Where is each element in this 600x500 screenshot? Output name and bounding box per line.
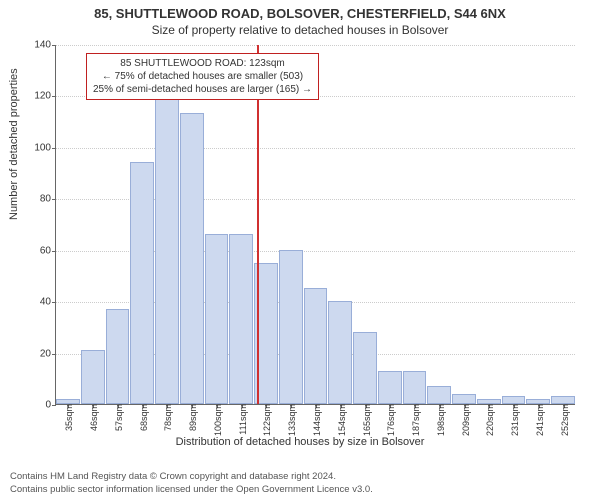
footer-attribution: Contains HM Land Registry data © Crown c… (10, 471, 373, 496)
gridline (56, 148, 575, 149)
histogram-bar (403, 371, 427, 404)
ytick-label: 80 (40, 194, 56, 205)
xtick-label: 187sqm (409, 404, 421, 436)
xtick-label: 111sqm (236, 404, 248, 435)
histogram-bar (279, 250, 303, 404)
ytick-label: 40 (40, 297, 56, 308)
xtick-label: 46sqm (87, 404, 99, 431)
histogram-bar (304, 288, 328, 404)
xtick-label: 122sqm (260, 404, 272, 436)
footer-line2: Contains public sector information licen… (10, 484, 373, 496)
plot-region: 02040608010012014035sqm46sqm57sqm68sqm78… (55, 45, 575, 405)
histogram-bar (130, 162, 154, 404)
xtick-label: 144sqm (310, 404, 322, 436)
ytick-label: 120 (34, 91, 56, 102)
histogram-bar (180, 113, 204, 404)
histogram-bar (502, 396, 526, 404)
histogram-bar (452, 394, 476, 404)
ytick-label: 100 (34, 142, 56, 153)
xtick-label: 198sqm (434, 404, 446, 436)
xtick-label: 57sqm (112, 404, 124, 431)
xtick-label: 176sqm (384, 404, 396, 436)
xtick-label: 78sqm (161, 404, 173, 431)
xtick-label: 220sqm (483, 404, 495, 436)
histogram-bar (106, 309, 130, 404)
histogram-bar (229, 234, 253, 404)
histogram-bar (155, 95, 179, 404)
histogram-bar (427, 386, 451, 404)
ytick-label: 60 (40, 245, 56, 256)
xtick-label: 100sqm (211, 404, 223, 436)
annotation-line: 85 SHUTTLEWOOD ROAD: 123sqm (93, 57, 312, 70)
xtick-label: 252sqm (558, 404, 570, 436)
xtick-label: 68sqm (137, 404, 149, 431)
xtick-label: 231sqm (508, 404, 520, 436)
gridline (56, 45, 575, 46)
ytick-label: 0 (45, 400, 56, 411)
xtick-label: 209sqm (459, 404, 471, 436)
x-axis-label: Distribution of detached houses by size … (0, 436, 600, 448)
histogram-bar (81, 350, 105, 404)
chart-plot-area: 02040608010012014035sqm46sqm57sqm68sqm78… (55, 45, 575, 405)
xtick-label: 133sqm (285, 404, 297, 436)
histogram-bar (378, 371, 402, 404)
annotation-line: 25% of semi-detached houses are larger (… (93, 83, 312, 96)
footer-line1: Contains HM Land Registry data © Crown c… (10, 471, 373, 483)
annotation-box: 85 SHUTTLEWOOD ROAD: 123sqm← 75% of deta… (86, 53, 319, 100)
xtick-label: 35sqm (62, 404, 74, 431)
chart-container: 85, SHUTTLEWOOD ROAD, BOLSOVER, CHESTERF… (0, 0, 600, 500)
xtick-label: 165sqm (360, 404, 372, 436)
ytick-label: 20 (40, 348, 56, 359)
xtick-label: 241sqm (533, 404, 545, 436)
chart-subtitle: Size of property relative to detached ho… (0, 21, 600, 37)
histogram-bar (328, 301, 352, 404)
histogram-bar (205, 234, 229, 404)
histogram-bar (353, 332, 377, 404)
chart-title-address: 85, SHUTTLEWOOD ROAD, BOLSOVER, CHESTERF… (0, 0, 600, 21)
xtick-label: 89sqm (186, 404, 198, 431)
ytick-label: 140 (34, 40, 56, 51)
annotation-line: ← 75% of detached houses are smaller (50… (93, 70, 312, 83)
y-axis-label: Number of detached properties (8, 68, 20, 220)
xtick-label: 154sqm (335, 404, 347, 436)
histogram-bar (551, 396, 575, 404)
